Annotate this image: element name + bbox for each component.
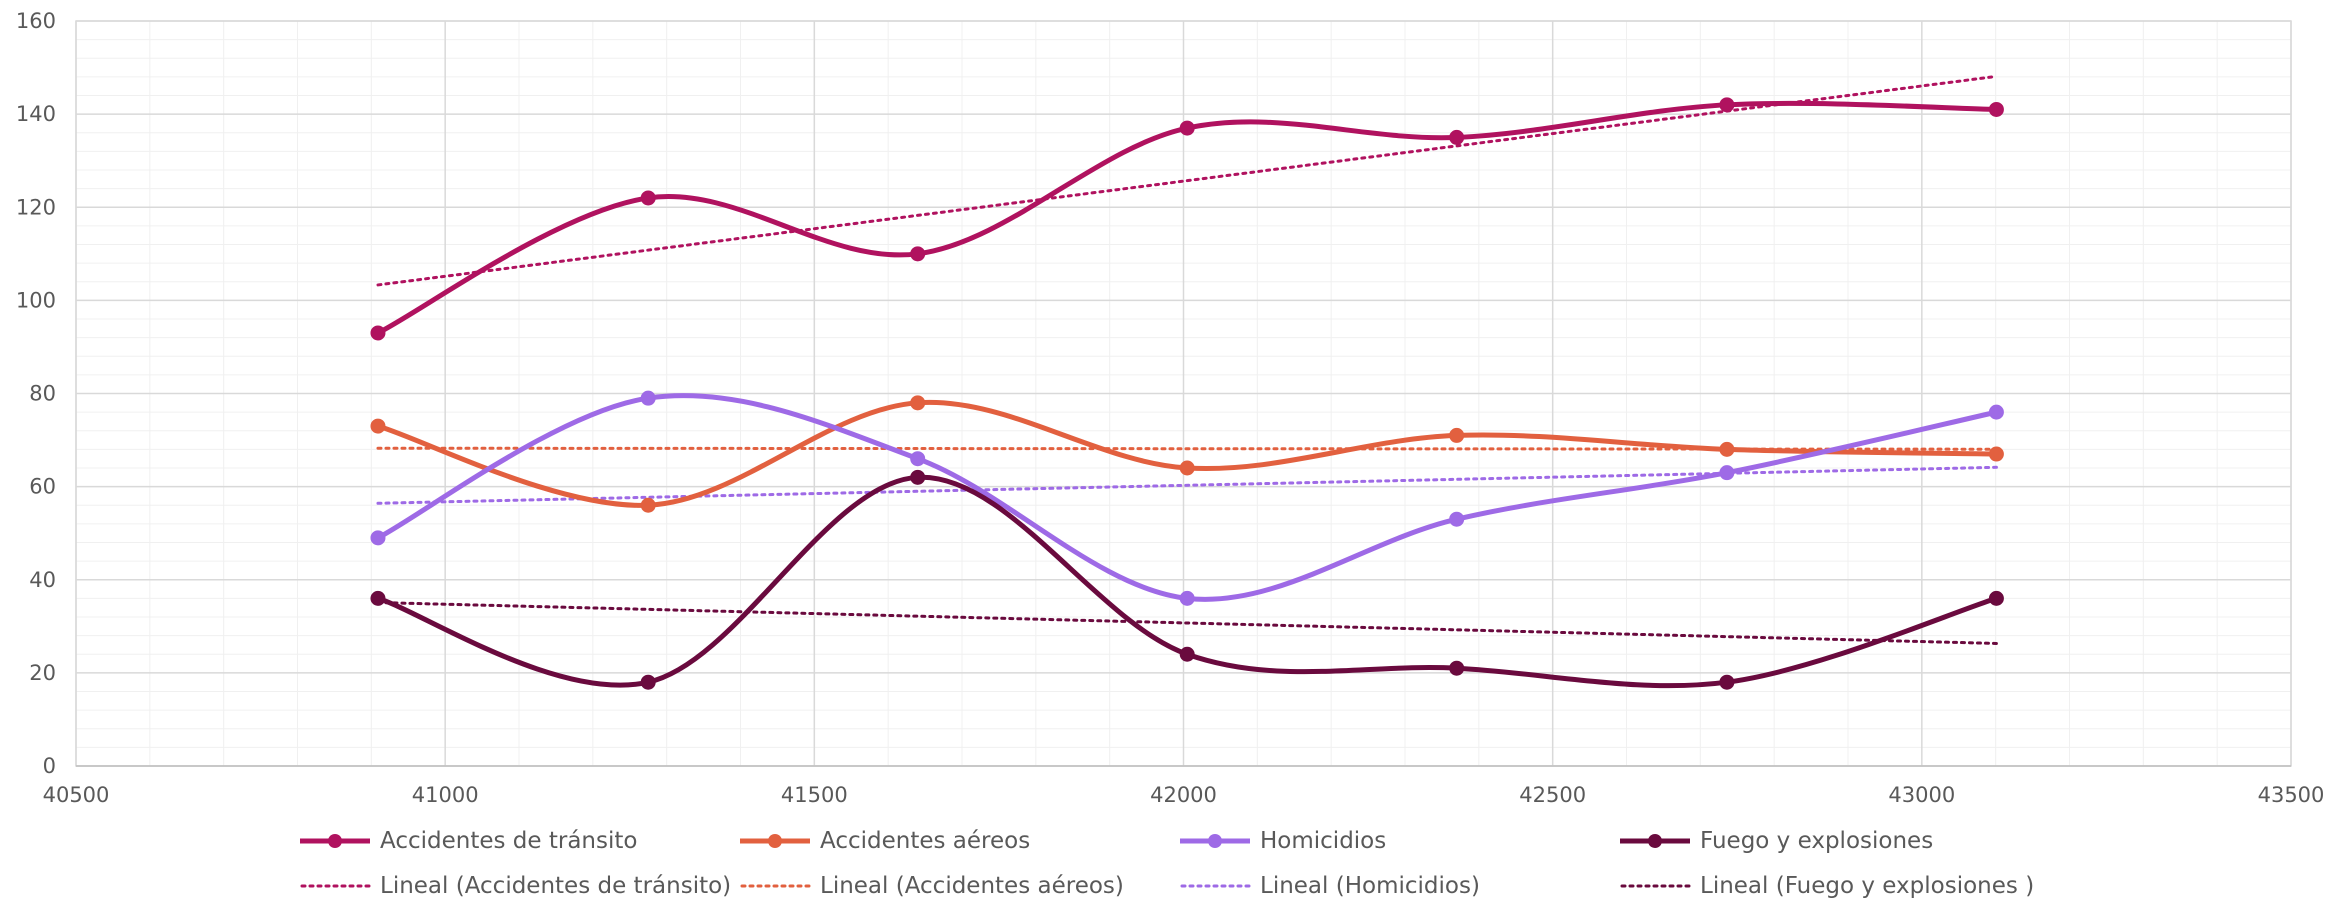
data-point: [1449, 660, 1465, 676]
y-tick-label: 80: [29, 382, 56, 406]
data-point: [640, 390, 656, 406]
data-point: [1719, 97, 1735, 113]
x-tick-label: 43500: [2258, 783, 2325, 807]
data-point: [1179, 460, 1195, 476]
legend-label: Accidentes de tránsito: [380, 828, 637, 854]
data-point: [1449, 129, 1465, 145]
y-tick-label: 40: [29, 568, 56, 592]
data-point: [1988, 590, 2004, 606]
legend-marker: [1648, 834, 1662, 848]
data-point: [910, 246, 926, 262]
x-tick-label: 41500: [781, 783, 848, 807]
data-point: [640, 497, 656, 513]
series-line: [375, 100, 1999, 336]
trendline: [376, 74, 1998, 287]
y-tick-label: 100: [16, 288, 56, 312]
data-point: [1719, 465, 1735, 481]
series-line: [375, 399, 1999, 508]
trendline: [376, 601, 1998, 645]
legend-label: Accidentes aéreos: [820, 828, 1030, 854]
y-tick-label: 60: [29, 475, 56, 499]
data-point: [1179, 590, 1195, 606]
legend-marker: [768, 834, 782, 848]
y-tick-label: 0: [43, 754, 56, 778]
axes: [75, 20, 2292, 767]
trendlines: [376, 74, 1998, 645]
data-point: [1179, 120, 1195, 136]
data-point: [1179, 646, 1195, 662]
y-tick-label: 120: [16, 195, 56, 219]
legend-trend-label: Lineal (Accidentes aéreos): [820, 873, 1124, 899]
series-lines: [370, 97, 2004, 690]
trendline: [376, 465, 1998, 505]
data-point: [910, 469, 926, 485]
y-tick-label: 140: [16, 102, 56, 126]
legend-trend-label: Lineal (Accidentes de tránsito): [380, 873, 731, 899]
y-tick-label: 20: [29, 661, 56, 685]
data-point: [910, 395, 926, 411]
x-tick-label: 41000: [412, 783, 479, 807]
data-point: [1719, 441, 1735, 457]
legend-marker: [1208, 834, 1222, 848]
legend-label: Homicidios: [1260, 828, 1386, 854]
x-tick-label: 43000: [1888, 783, 1955, 807]
legend-trend-label: Lineal (Fuego y explosiones ): [1700, 873, 2034, 899]
trendline: [376, 446, 1998, 451]
data-point: [370, 530, 386, 546]
legend-marker: [328, 834, 342, 848]
data-point: [640, 190, 656, 206]
data-point: [370, 418, 386, 434]
x-tick-label: 42500: [1519, 783, 1586, 807]
data-point: [1719, 674, 1735, 690]
data-point: [1988, 101, 2004, 117]
data-point: [640, 674, 656, 690]
data-point: [370, 590, 386, 606]
data-point: [1988, 404, 2004, 420]
data-point: [1449, 427, 1465, 443]
legend-trend-label: Lineal (Homicidios): [1260, 873, 1480, 899]
data-point: [1449, 511, 1465, 527]
data-point: [370, 325, 386, 341]
legend: Accidentes de tránsito Accidentes aéreos H…: [300, 828, 2034, 899]
tick-labels: 40500 41000 41500 42000 42500 43000 43500 0 20 40…: [16, 9, 2325, 807]
data-point: [1988, 446, 2004, 462]
x-tick-label: 40500: [43, 783, 110, 807]
x-tick-label: 42000: [1150, 783, 1217, 807]
legend-label: Fuego y explosiones: [1700, 828, 1933, 854]
data-point: [910, 451, 926, 467]
y-tick-label: 160: [16, 9, 56, 33]
